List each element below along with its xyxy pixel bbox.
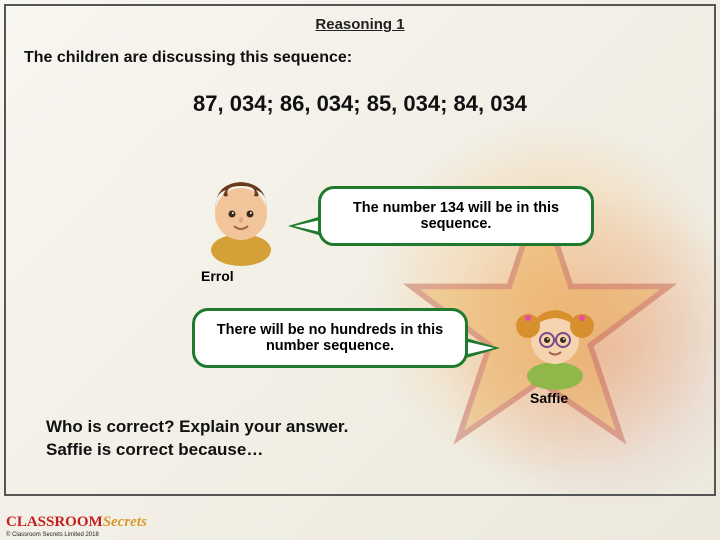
- saffie-speech-bubble: There will be no hundreds in this number…: [192, 308, 468, 368]
- logo-part1: CLASSROOM: [6, 514, 103, 530]
- child2-row: There will be no hundreds in this number…: [6, 304, 714, 424]
- bubble1-tail: [288, 216, 322, 236]
- copyright: © Classroom Secrets Limited 2018: [6, 532, 147, 538]
- footer: CLASSROOMSecrets © Classroom Secrets Lim…: [6, 514, 147, 538]
- sequence-text: 87, 034; 86, 034; 85, 034; 84, 034: [6, 67, 714, 127]
- child1-row: The number 134 will be in this sequence.…: [6, 172, 714, 292]
- logo-part2: Secrets: [103, 514, 147, 530]
- saffie-name: Saffie: [530, 390, 568, 406]
- errol-name: Errol: [201, 268, 234, 284]
- intro-text: The children are discussing this sequenc…: [6, 39, 714, 67]
- errol-speech-bubble: The number 134 will be in this sequence.: [318, 186, 594, 246]
- question-block: Who is correct? Explain your answer. Saf…: [46, 416, 348, 462]
- saffie-avatar: [510, 296, 600, 391]
- slide-frame: Reasoning 1 The children are discussing …: [4, 4, 716, 496]
- errol-statement: The number 134 will be in this sequence.: [333, 200, 579, 232]
- logo: CLASSROOMSecrets: [6, 514, 147, 531]
- saffie-statement: There will be no hundreds in this number…: [207, 322, 453, 354]
- question-line1: Who is correct? Explain your answer.: [46, 416, 348, 439]
- errol-avatar: [196, 172, 286, 267]
- question-line2: Saffie is correct because…: [46, 439, 348, 462]
- bubble2-tail: [466, 338, 500, 358]
- slide-title: Reasoning 1: [6, 6, 714, 39]
